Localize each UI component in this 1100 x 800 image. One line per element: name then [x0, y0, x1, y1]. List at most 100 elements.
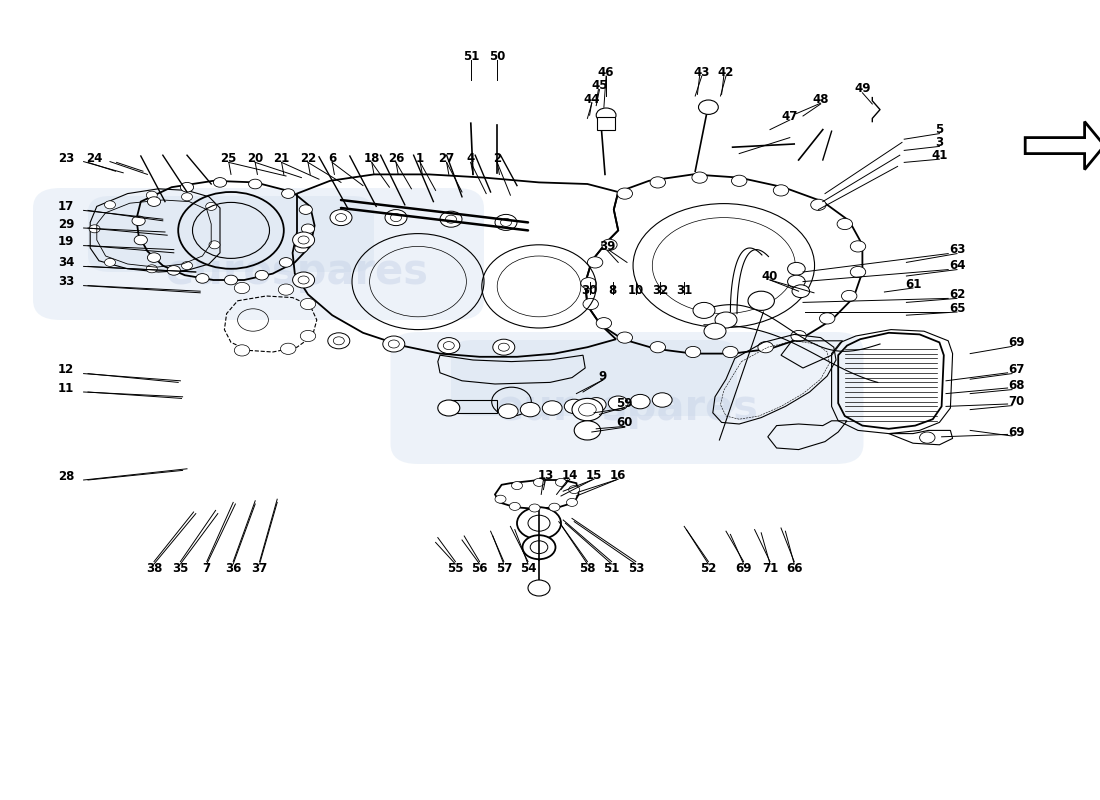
Circle shape: [556, 478, 566, 486]
Text: 20: 20: [248, 152, 263, 165]
Circle shape: [596, 318, 612, 329]
Circle shape: [300, 330, 316, 342]
Text: 64: 64: [948, 259, 966, 272]
Circle shape: [493, 339, 515, 355]
Circle shape: [788, 262, 805, 275]
Circle shape: [224, 275, 238, 285]
Circle shape: [698, 100, 718, 114]
Text: 61: 61: [905, 278, 921, 290]
Text: 52: 52: [701, 562, 716, 574]
Text: 1: 1: [416, 152, 425, 165]
Text: 21: 21: [274, 152, 289, 165]
Text: 50: 50: [490, 50, 505, 62]
Text: 2: 2: [493, 152, 502, 165]
Text: 47: 47: [782, 110, 797, 122]
Circle shape: [650, 177, 666, 188]
Circle shape: [837, 218, 852, 230]
Text: 38: 38: [146, 562, 162, 574]
Text: 13: 13: [538, 469, 553, 482]
Text: 7: 7: [202, 562, 211, 574]
Text: 37: 37: [252, 562, 267, 574]
FancyBboxPatch shape: [33, 188, 484, 320]
Text: 65: 65: [948, 302, 966, 314]
Text: 6: 6: [328, 152, 337, 165]
Text: 55: 55: [447, 562, 464, 574]
Text: eurospares: eurospares: [495, 387, 759, 429]
Circle shape: [723, 346, 738, 358]
Text: 33: 33: [58, 275, 74, 288]
Circle shape: [704, 323, 726, 339]
Text: 67: 67: [1009, 363, 1024, 376]
Circle shape: [293, 272, 315, 288]
Circle shape: [182, 262, 192, 270]
Text: 11: 11: [58, 382, 74, 394]
Circle shape: [180, 182, 194, 192]
Circle shape: [167, 266, 180, 275]
Text: 46: 46: [598, 66, 614, 78]
Circle shape: [209, 241, 220, 249]
Circle shape: [196, 274, 209, 283]
Text: 49: 49: [854, 82, 871, 94]
Circle shape: [134, 235, 147, 245]
Circle shape: [385, 210, 407, 226]
Circle shape: [282, 189, 295, 198]
Text: 44: 44: [584, 93, 601, 106]
Circle shape: [685, 346, 701, 358]
Text: 51: 51: [604, 562, 619, 574]
Polygon shape: [1025, 122, 1100, 170]
Text: 43: 43: [694, 66, 710, 78]
Text: 5: 5: [935, 123, 944, 136]
Text: 14: 14: [562, 469, 578, 482]
Text: 51: 51: [463, 50, 478, 62]
Circle shape: [758, 342, 773, 353]
Circle shape: [566, 498, 578, 506]
Circle shape: [146, 265, 157, 273]
Text: 31: 31: [676, 284, 692, 297]
Circle shape: [213, 178, 227, 187]
Text: 15: 15: [586, 469, 602, 482]
Text: 24: 24: [87, 152, 102, 165]
Text: 28: 28: [58, 470, 74, 482]
Circle shape: [522, 535, 556, 559]
Circle shape: [630, 394, 650, 409]
Circle shape: [652, 393, 672, 407]
FancyBboxPatch shape: [390, 332, 864, 464]
Text: 57: 57: [496, 562, 512, 574]
Text: 69: 69: [735, 562, 752, 574]
Text: 71: 71: [762, 562, 778, 574]
Circle shape: [132, 216, 145, 226]
Circle shape: [842, 290, 857, 302]
Circle shape: [788, 275, 805, 288]
Circle shape: [438, 400, 460, 416]
Circle shape: [748, 291, 774, 310]
Circle shape: [617, 332, 632, 343]
Circle shape: [512, 482, 522, 490]
Circle shape: [147, 197, 161, 206]
Circle shape: [300, 298, 316, 310]
Text: 26: 26: [388, 152, 404, 165]
Circle shape: [529, 504, 540, 512]
Text: eurospares: eurospares: [165, 251, 429, 293]
Text: 4: 4: [466, 152, 475, 165]
Text: 60: 60: [617, 416, 632, 429]
Circle shape: [732, 175, 747, 186]
Text: 45: 45: [592, 79, 607, 92]
Text: 3: 3: [935, 136, 944, 149]
Text: 40: 40: [762, 270, 778, 282]
Circle shape: [104, 201, 116, 209]
Circle shape: [301, 224, 315, 234]
Text: 34: 34: [58, 256, 74, 269]
Circle shape: [586, 398, 606, 412]
Text: 10: 10: [628, 284, 643, 297]
Text: 41: 41: [932, 149, 947, 162]
Text: 29: 29: [58, 218, 74, 230]
Circle shape: [249, 179, 262, 189]
Text: 68: 68: [1009, 379, 1025, 392]
Circle shape: [791, 330, 806, 342]
Circle shape: [295, 243, 308, 253]
Circle shape: [811, 199, 826, 210]
Circle shape: [650, 342, 666, 353]
Circle shape: [299, 205, 312, 214]
Bar: [449, 400, 497, 413]
Circle shape: [608, 396, 628, 410]
